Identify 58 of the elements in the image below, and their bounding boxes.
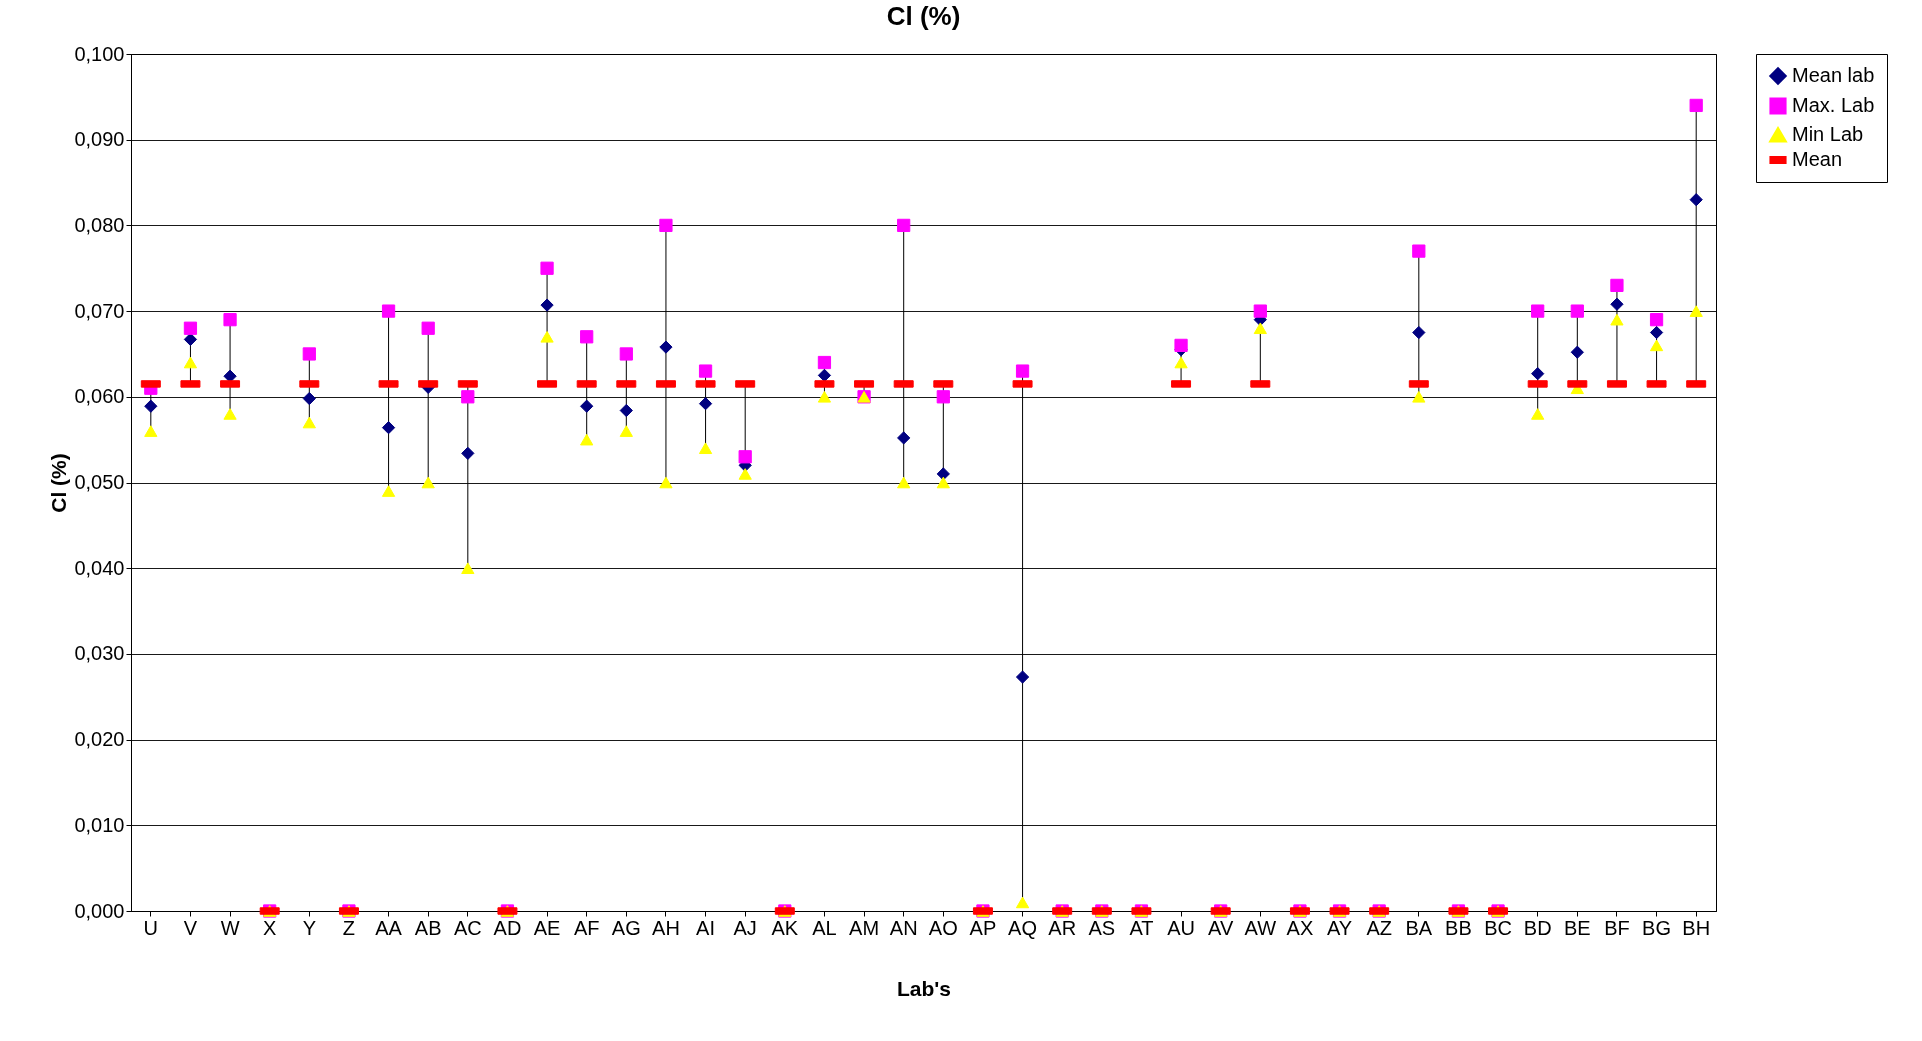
x-tick-label: BC [1484, 916, 1512, 939]
y-tick-label: 0,000 [74, 899, 125, 922]
x-tick-label: AE [533, 916, 561, 939]
x-tick-label: W [220, 916, 240, 939]
x-tick-label: AL [812, 916, 837, 939]
x-tick-label: AT [1129, 916, 1154, 939]
legend-label: Mean lab [1792, 64, 1875, 86]
x-tick-label: Z [342, 916, 356, 939]
x-tick-label: AF [573, 916, 600, 939]
y-tick-label: 0,040 [74, 556, 125, 579]
y-tick-label: 0,030 [74, 642, 125, 665]
y-tick-label: 0,080 [74, 213, 125, 236]
x-tick-label: AU [1167, 916, 1195, 939]
x-tick-label: AJ [733, 916, 757, 939]
x-tick-label: AR [1048, 916, 1077, 939]
x-tick-label: BB [1445, 916, 1472, 939]
x-tick-label: BA [1405, 916, 1433, 939]
x-tick-label: AX [1286, 916, 1314, 939]
legend-label: Max. Lab [1792, 94, 1875, 116]
x-tick-label: AH [652, 916, 680, 939]
x-tick-label: V [183, 916, 198, 939]
y-tick-label: 0,060 [74, 385, 125, 408]
y-axis-title: Cl (%) [47, 453, 71, 513]
y-tick-label: 0,070 [74, 299, 125, 322]
y-tick-label: 0,020 [74, 728, 125, 751]
x-tick-label: AC [453, 916, 482, 939]
x-tick-label: AM [849, 916, 880, 939]
y-tick-label: 0,010 [74, 813, 125, 836]
x-tick-label: X [263, 916, 277, 939]
x-tick-label: AQ [1008, 916, 1038, 939]
x-tick-label: AY [1326, 916, 1353, 939]
x-tick-label: BG [1642, 916, 1672, 939]
x-tick-label: U [143, 916, 159, 939]
legend-label: Mean [1792, 148, 1843, 170]
x-tick-label: BF [1604, 916, 1630, 939]
x-tick-label: BD [1523, 916, 1552, 939]
x-tick-label: AG [611, 916, 641, 939]
x-tick-label: AB [414, 916, 442, 939]
chart-title: Cl (%) [886, 1, 961, 31]
y-tick-label: 0,050 [74, 471, 125, 493]
x-tick-label: AS [1088, 916, 1116, 939]
x-tick-label: AV [1208, 916, 1234, 939]
x-tick-label: BH [1682, 916, 1711, 939]
x-tick-label: AZ [1366, 916, 1392, 939]
x-tick-label: AN [889, 916, 918, 939]
x-tick-label: AA [375, 916, 403, 939]
x-tick-label: BE [1563, 916, 1591, 939]
x-tick-label: Y [302, 916, 316, 939]
x-tick-label: AI [696, 916, 716, 939]
x-tick-label: AW [1244, 916, 1277, 939]
x-axis-title: Lab's [896, 976, 952, 1000]
x-tick-label: AP [969, 916, 997, 939]
x-tick-label: AO [928, 916, 958, 939]
x-tick-label: AD [493, 916, 522, 939]
x-tick-label: AK [771, 916, 799, 939]
legend-label: Min Lab [1792, 123, 1864, 145]
y-tick-label: 0,100 [74, 42, 125, 65]
y-tick-label: 0,090 [74, 128, 125, 151]
